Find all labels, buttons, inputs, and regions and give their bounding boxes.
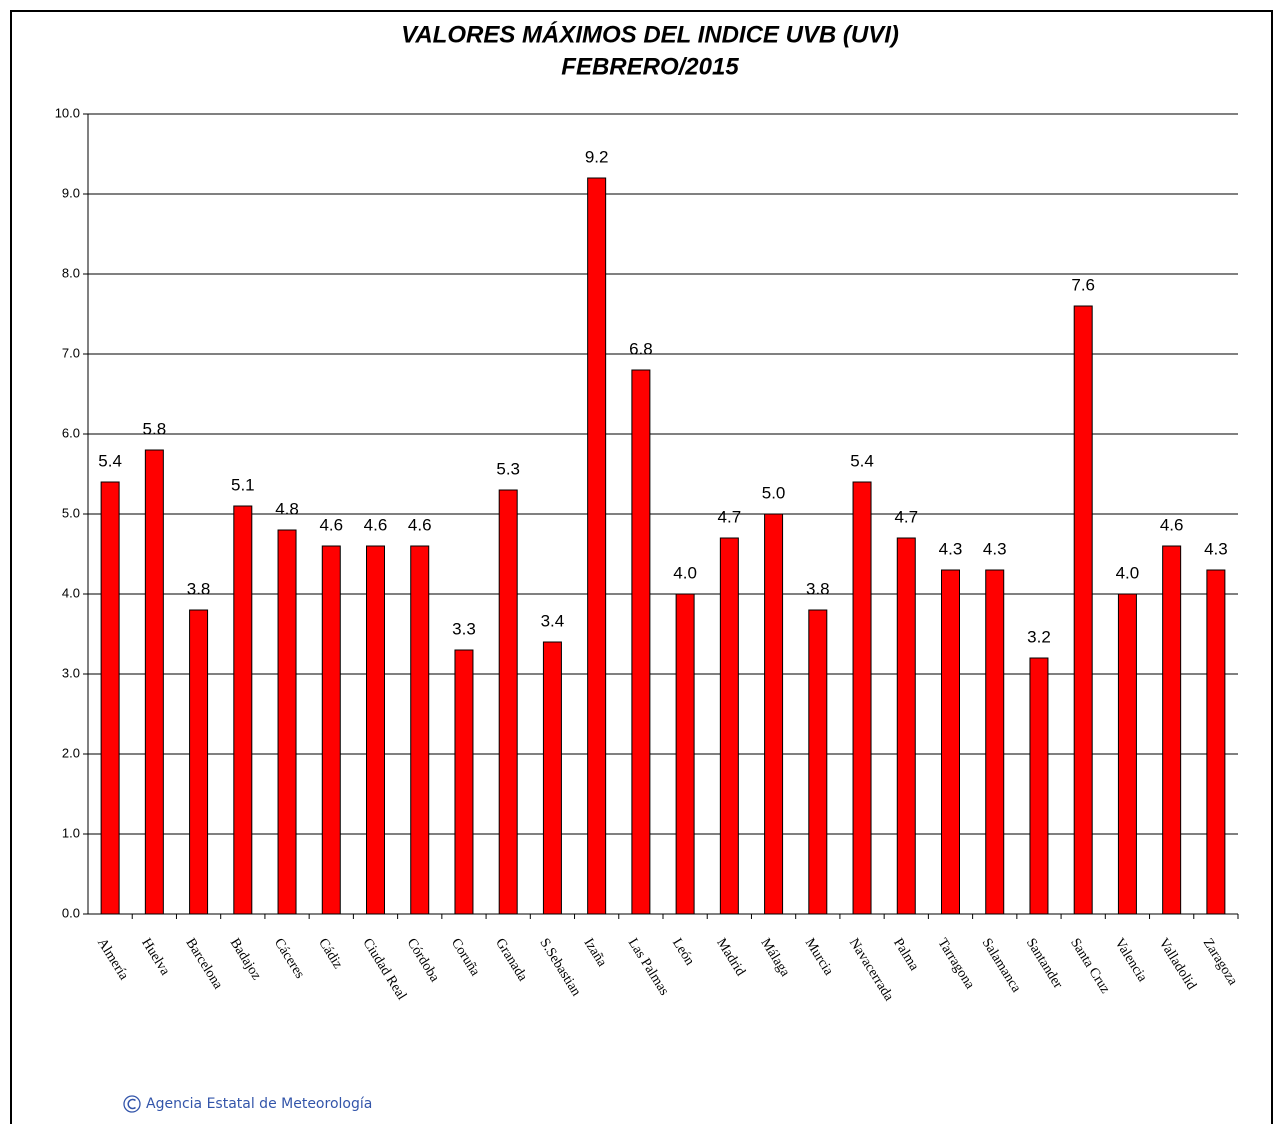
bar (587, 177, 607, 915)
bar (852, 481, 872, 915)
value-label: 3.4 (541, 611, 565, 630)
bar (719, 537, 739, 915)
bar (233, 505, 253, 915)
y-tick-label: 0.0 (62, 905, 80, 920)
value-label: 4.6 (364, 515, 388, 534)
chart-subtitle: FEBRERO/2015 (561, 53, 739, 80)
bar (321, 545, 341, 915)
value-label: 4.6 (1160, 515, 1184, 534)
bar (808, 609, 828, 915)
y-tick-label: 8.0 (62, 265, 80, 280)
value-label: 4.3 (1204, 539, 1228, 558)
y-tick-label: 6.0 (62, 425, 80, 440)
value-label: 4.7 (894, 507, 918, 526)
value-label: 5.3 (496, 459, 520, 478)
y-tick-label: 7.0 (62, 345, 80, 360)
y-tick-label: 10.0 (55, 105, 80, 120)
value-label: 5.8 (143, 419, 167, 438)
bar (144, 449, 164, 915)
y-tick-label: 5.0 (62, 505, 80, 520)
bar (454, 649, 474, 915)
bar (764, 513, 784, 915)
value-label: 4.6 (408, 515, 432, 534)
bar (941, 569, 960, 915)
y-tick-label: 2.0 (62, 745, 80, 760)
value-label: 3.2 (1027, 627, 1051, 646)
bar (498, 489, 518, 915)
bar (1206, 569, 1226, 915)
value-label: 4.8 (275, 499, 299, 518)
value-label: 3.3 (452, 619, 476, 638)
y-tick-label: 3.0 (62, 665, 80, 680)
value-label: 4.7 (718, 507, 742, 526)
bar (100, 481, 120, 915)
bar (1029, 657, 1049, 915)
value-label: 4.3 (939, 539, 963, 558)
value-label: 4.0 (1116, 563, 1140, 582)
footer-text: Agencia Estatal de Meteorología (146, 1096, 372, 1112)
bar (985, 569, 1005, 915)
copyright-icon (123, 1095, 141, 1113)
value-label: 9.2 (585, 147, 609, 166)
bar (277, 529, 297, 915)
y-tick-label: 1.0 (62, 825, 80, 840)
bar (631, 369, 651, 915)
bar (675, 593, 695, 915)
value-label: 5.4 (98, 451, 122, 470)
bar (189, 609, 209, 915)
bar (1117, 593, 1137, 915)
value-label: 5.4 (850, 451, 874, 470)
value-label: 4.3 (983, 539, 1007, 558)
value-label: 5.1 (231, 475, 255, 494)
bar (410, 545, 430, 915)
y-tick-label: 9.0 (62, 185, 80, 200)
value-label: 3.8 (187, 579, 211, 598)
bar (896, 537, 916, 915)
bar (542, 641, 562, 915)
bar (366, 545, 385, 915)
bar (1073, 305, 1093, 915)
y-tick-label: 4.0 (62, 585, 80, 600)
value-label: 7.6 (1071, 275, 1095, 294)
value-label: 4.0 (673, 563, 697, 582)
value-label: 4.6 (319, 515, 343, 534)
value-label: 5.0 (762, 483, 786, 502)
value-label: 3.8 (806, 579, 830, 598)
bar (1162, 545, 1182, 915)
value-label: 6.8 (629, 339, 653, 358)
chart-title: VALORES MÁXIMOS DEL INDICE UVB (UVI) (401, 20, 899, 48)
